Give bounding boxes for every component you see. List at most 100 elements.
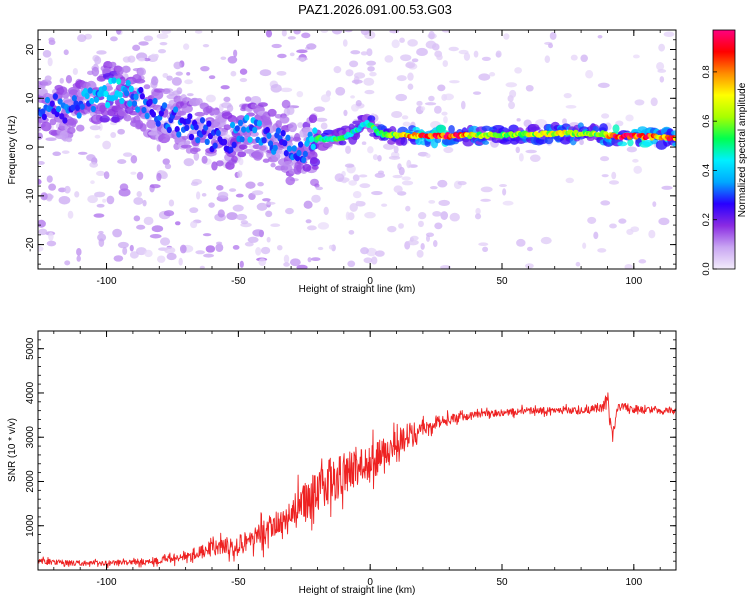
spectrogram-noise-blob xyxy=(526,246,533,252)
spectrogram-noise-blob xyxy=(417,220,424,228)
spectrogram-noise-blob xyxy=(565,104,577,109)
spectrogram-noise-blob xyxy=(186,71,191,76)
spectrogram-noise-blob xyxy=(393,185,403,194)
spectrogram-noise-blob xyxy=(563,93,572,99)
spectrogram-ridge-cell xyxy=(294,154,301,162)
spectrogram-noise-blob xyxy=(149,184,161,189)
spectrogram-noise-blob xyxy=(38,245,44,252)
spectrogram-noise-blob xyxy=(328,244,334,250)
spectrogram-halo-blob xyxy=(259,145,267,151)
spectrogram-noise-blob xyxy=(217,209,225,218)
spectrogram-noise-blob xyxy=(171,76,182,86)
spectrogram-noise-blob xyxy=(425,153,431,159)
snr-y-tick-label: 1000 xyxy=(25,514,36,537)
spectrogram-noise-blob xyxy=(449,212,460,222)
spectrogram-noise-blob xyxy=(562,118,567,125)
spectrogram-noise-blob xyxy=(344,30,353,33)
spectrogram-halo-blob xyxy=(62,91,70,100)
spectrogram-noise-blob xyxy=(230,70,237,77)
snr-frame xyxy=(37,330,677,571)
spectrogram-noise-blob xyxy=(625,114,634,122)
spectrogram-noise-blob xyxy=(142,199,147,207)
spectrogram-halo-blob xyxy=(44,75,52,82)
spectrogram-noise-blob xyxy=(285,176,296,186)
spectrogram-ridge-cell xyxy=(103,90,109,98)
spectrogram-noise-blob xyxy=(299,57,306,63)
spectrogram-ridge-cell xyxy=(297,141,304,148)
spectrogram-noise-blob xyxy=(163,210,175,217)
spectrogram-noise-blob xyxy=(416,100,423,106)
spectrogram-noise-blob xyxy=(381,203,388,207)
spectrogram-noise-blob xyxy=(478,73,491,81)
spectrogram-ridge-cell xyxy=(302,150,308,158)
spectrogram-noise-blob xyxy=(388,155,401,160)
spectrogram-ridge-cell xyxy=(241,126,247,133)
spectrogram-ridge-cell xyxy=(70,104,76,111)
spectrogram-ridge-cell xyxy=(161,102,168,109)
spectrogram-noise-blob xyxy=(396,75,407,82)
spectrogram-noise-blob xyxy=(377,155,382,162)
spectrogram-noise-blob xyxy=(283,262,290,267)
spectrogram-ridge-cell xyxy=(188,133,195,141)
spectrogram-noise-blob xyxy=(265,30,273,38)
spectrogram-y-tick-label: 10 xyxy=(25,92,36,104)
spectrogram-ridge-cell xyxy=(131,100,138,107)
spectrogram-ridge-cell xyxy=(309,135,315,143)
spectrogram-noise-blob xyxy=(315,186,324,191)
spectrogram-noise-blob xyxy=(48,37,55,42)
spectrogram-x-tick-label: 100 xyxy=(625,276,642,287)
spectrogram-halo-blob xyxy=(121,65,131,73)
spectrogram-noise-blob xyxy=(59,77,64,84)
spectrogram-halo-blob xyxy=(40,121,52,132)
spectrogram-ridge-cell xyxy=(203,124,209,131)
spectrogram-ridge-cell xyxy=(312,127,318,134)
spectrogram-noise-blob xyxy=(429,185,438,190)
spectrogram-noise-blob xyxy=(118,188,131,197)
spectrogram-noise-blob xyxy=(117,241,129,249)
spectrogram-noise-blob xyxy=(301,32,311,39)
spectrogram-noise-blob xyxy=(350,95,355,99)
spectrogram-noise-blob xyxy=(236,213,248,221)
spectrogram-ridge-cell xyxy=(187,113,193,120)
spectrogram-noise-blob xyxy=(334,173,345,182)
spectrogram-noise-blob xyxy=(347,260,356,268)
spectrogram-noise-blob xyxy=(634,99,645,106)
spectrogram-noise-blob xyxy=(311,194,321,203)
spectrogram-ridge-cell xyxy=(101,85,108,92)
spectrogram-noise-blob xyxy=(164,246,176,254)
spectrogram-ridge-cell xyxy=(173,106,179,113)
spectrogram-halo-blob xyxy=(175,135,184,142)
spectrogram-noise-blob xyxy=(342,39,348,47)
spectrogram-noise-blob xyxy=(86,154,96,162)
spectrogram-noise-blob xyxy=(306,43,317,50)
spectrogram-noise-blob xyxy=(216,241,223,245)
spectrogram-noise-blob xyxy=(265,201,276,205)
spectrogram-noise-blob xyxy=(428,199,436,204)
spectrogram-ridge-cell xyxy=(176,131,182,138)
spectrogram-ridge-cell xyxy=(49,100,55,107)
spectrogram-noise-blob xyxy=(525,263,534,269)
spectrogram-noise-blob xyxy=(579,139,584,146)
colorbar-gradient xyxy=(713,30,735,269)
colorbar-label: Normalized spectral amplitude xyxy=(737,82,748,217)
spectrogram-ridge-cell xyxy=(166,126,172,134)
spectrogram-noise-blob xyxy=(593,231,599,240)
spectrogram-ridge-cell xyxy=(204,138,210,146)
spectrogram-ridge-cell xyxy=(135,106,141,113)
spectrogram-noise-blob xyxy=(320,30,329,34)
spectrogram-noise-blob xyxy=(457,181,467,186)
spectrogram-ridge-cell xyxy=(90,105,96,113)
spectrogram-noise-blob xyxy=(239,260,244,268)
spectrogram-noise-blob xyxy=(480,198,491,202)
spectrogram-noise-blob xyxy=(65,74,73,84)
spectrogram-noise-blob xyxy=(48,183,57,191)
spectrogram-noise-blob xyxy=(323,206,329,216)
spectrogram-noise-blob xyxy=(313,106,325,112)
spectrogram-noise-blob xyxy=(143,35,154,42)
colorbar-frame xyxy=(712,29,736,270)
spectrogram-noise-blob xyxy=(52,151,62,156)
spectrogram-ridge-cell xyxy=(215,129,221,137)
spectrogram-ridge-cell xyxy=(144,112,150,120)
colorbar-ticks: 0.0 0.2 0.4 0.6 0.8 xyxy=(701,65,717,276)
